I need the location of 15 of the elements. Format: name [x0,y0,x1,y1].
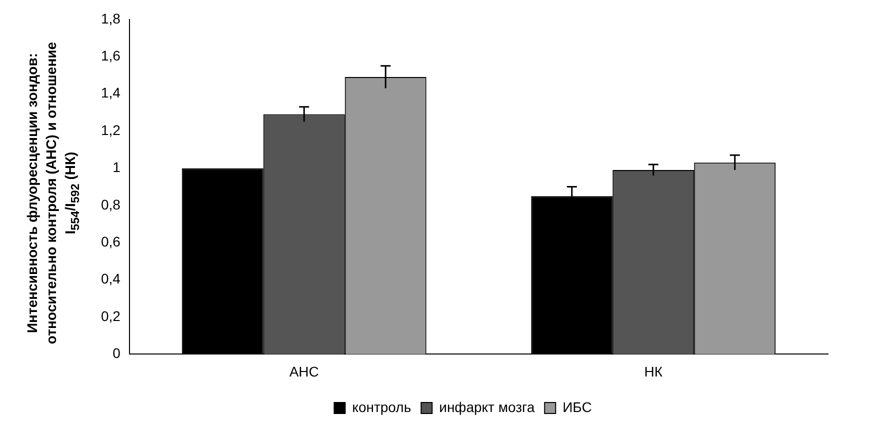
legend-label: контроль [352,398,412,415]
y-tick-label: 1 [112,159,121,176]
y-tick-label: 1,8 [100,10,121,26]
y-tick-label: 0,8 [100,196,121,212]
y-tick-label: 1,4 [100,84,121,101]
y-tick-label: 0 [112,345,121,362]
y-tick-label: 0,4 [100,270,121,287]
y-tick-label: 0,6 [100,233,121,250]
legend-label: ИБС [562,398,592,415]
y-tick-label: 1,6 [100,47,121,64]
legend-label: инфаркт мозга [439,398,535,415]
y-tick-label: 1,2 [100,122,121,138]
x-tick-label: АНС [289,363,319,380]
x-tick-label: НК [644,363,664,380]
y-tick-label: 0,2 [100,308,121,324]
